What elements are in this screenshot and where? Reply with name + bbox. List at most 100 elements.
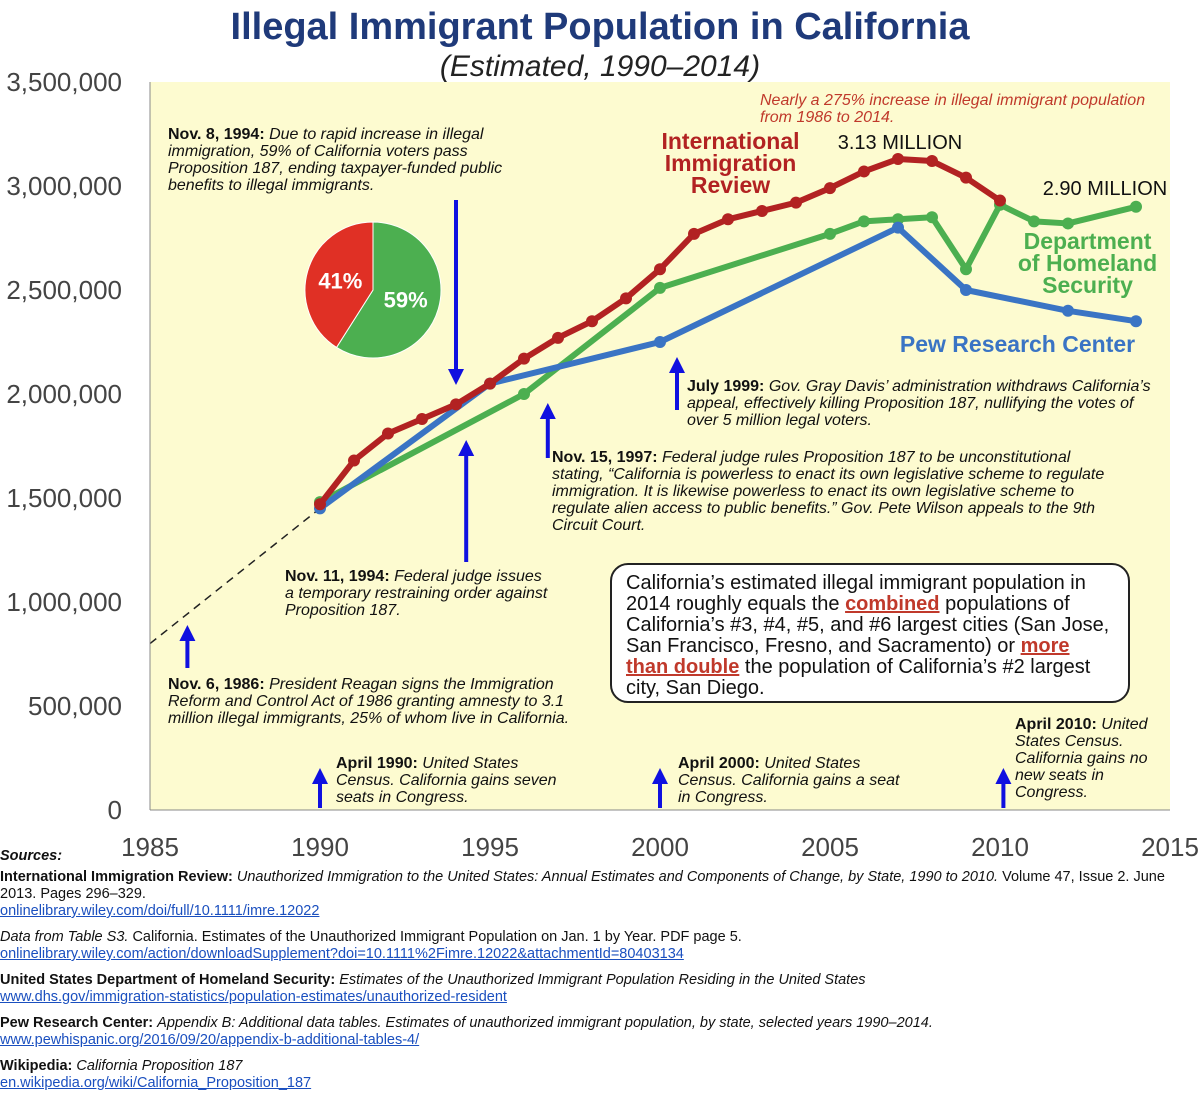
arrow-up <box>539 403 556 458</box>
callout-highlight-combined: combined <box>845 593 940 615</box>
value-label-dhs: 2.90 MILLION <box>1042 178 1168 200</box>
x-tick-label: 2010 <box>971 832 1029 860</box>
arrow-head <box>539 403 556 419</box>
arrow-head <box>669 357 685 373</box>
annotation-nov-1997: Nov. 15, 1997: Federal judge rules Propo… <box>552 449 1117 534</box>
x-tick-label: 2000 <box>631 832 689 860</box>
series-label-iir-line1: International <box>661 128 800 154</box>
annotation-nov-1994-tro: Nov. 11, 1994: Federal judge issues a te… <box>285 568 550 619</box>
annotation-apr-2000: April 2000: United States Census. Califo… <box>678 755 908 806</box>
series-label-dhs-line2: of Homeland <box>1017 250 1158 276</box>
data-point <box>858 165 870 178</box>
data-point <box>416 412 428 425</box>
source-link[interactable]: www.pewhispanic.org/2016/09/20/appendix-… <box>0 1032 420 1048</box>
series-label-dhs-line3: Security <box>1042 272 1133 298</box>
arrow-up <box>652 768 668 808</box>
data-point <box>892 152 904 165</box>
data-point <box>1062 304 1074 317</box>
series-label-dhs: Department of Homeland Security <box>1005 228 1170 298</box>
source-text: California. Estimates of the Unauthorize… <box>132 929 742 945</box>
data-point <box>1130 315 1142 328</box>
data-point <box>518 388 530 400</box>
source-item: Pew Research Center: Appendix B: Additio… <box>0 1015 1200 1049</box>
source-item: Data from Table S3. California. Estimate… <box>0 929 1200 963</box>
annotation-nov-1994-vote: Nov. 8, 1994: Due to rapid increase in i… <box>168 126 548 194</box>
arrow-up <box>458 440 475 562</box>
y-tick-label: 3,000,000 <box>6 171 122 201</box>
value-label-iir: 3.13 MILLION <box>837 132 963 154</box>
annotation-date: Nov. 6, 1986: <box>168 676 265 693</box>
annotation-text: Federal judge rules Proposition 187 to b… <box>552 449 1105 534</box>
arrow-up <box>669 357 685 410</box>
y-tick-label: 2,000,000 <box>6 379 122 409</box>
pie-chart: 59% 41% <box>304 221 442 359</box>
increase-note: Nearly a 275% increase in illegal immigr… <box>760 92 1146 126</box>
source-label: Wikipedia: <box>0 1058 73 1074</box>
data-point <box>858 215 870 228</box>
source-text: Estimates of the Unauthorized Immigrant … <box>339 972 866 988</box>
annotation-text: United States Census. California gains a… <box>678 755 900 806</box>
data-point <box>722 213 734 226</box>
annotation-date: Nov. 11, 1994: <box>285 568 390 585</box>
data-point <box>382 427 394 440</box>
annotation-date: April 1990: <box>336 755 418 772</box>
annotation-text: President Reagan signs the Immigration R… <box>168 676 570 727</box>
source-link[interactable]: www.dhs.gov/immigration-statistics/popul… <box>0 989 507 1005</box>
annotation-text: Due to rapid increase in illegal immigra… <box>168 126 503 194</box>
x-tick-label: 1990 <box>291 832 349 860</box>
series-label-pew: Pew Research Center <box>899 331 1136 357</box>
data-point <box>654 336 666 348</box>
x-tick-label: 2005 <box>801 832 859 860</box>
data-point <box>314 498 326 511</box>
series-label-iir-line3: Review <box>690 172 771 198</box>
source-link[interactable]: onlinelibrary.wiley.com/action/downloadS… <box>0 946 684 962</box>
source-label: Pew Research Center: <box>0 1015 154 1031</box>
arrow-head <box>312 768 328 784</box>
data-point <box>756 204 768 217</box>
source-link[interactable]: onlinelibrary.wiley.com/doi/full/10.1111… <box>0 903 320 919</box>
y-tick-label: 1,500,000 <box>6 483 122 513</box>
source-label: Data from Table S3. <box>0 929 129 945</box>
x-tick-label: 1985 <box>121 832 179 860</box>
data-point <box>654 263 666 276</box>
annotation-date: Nov. 8, 1994: <box>168 126 265 143</box>
annotation-text: United States Census. California gains s… <box>336 755 557 806</box>
pie-label: 41% <box>318 269 362 294</box>
data-point <box>960 171 972 184</box>
data-point <box>994 194 1006 207</box>
pie-slice-fail <box>304 221 374 349</box>
source-item: United States Department of Homeland Sec… <box>0 972 1200 1006</box>
arrow-head <box>458 440 475 456</box>
y-tick-label: 0 <box>108 795 122 825</box>
data-point <box>892 213 904 226</box>
data-point <box>450 398 462 411</box>
axis-layer: 0 500,000 1,000,000 1,500,000 2,000,000 2,500… <box>6 67 1199 860</box>
annotation-apr-1990: April 1990: United States Census. Califo… <box>336 755 561 806</box>
chart-title: Illegal Immigrant Population in Californ… <box>230 6 970 48</box>
callout-text-2: populations of California’s #3, #4, #5, … <box>626 593 1110 657</box>
series-label-dhs-line1: Department <box>1023 228 1152 254</box>
annotation-date: July 1999: <box>687 378 765 395</box>
chart-subtitle: (Estimated, 1990–2014) <box>439 50 761 83</box>
annotation-date: Nov. 15, 1997: <box>552 449 658 466</box>
x-tick-label: 2015 <box>1141 832 1199 860</box>
arrow-head <box>995 768 1012 784</box>
data-point <box>586 315 598 328</box>
arrow-head <box>652 768 668 784</box>
source-text: Appendix B: Additional data tables. Esti… <box>157 1015 933 1031</box>
series-label-iir: International Immigration Review <box>648 128 813 198</box>
data-point <box>484 377 496 390</box>
source-item: International Immigration Review: Unauth… <box>0 869 1200 920</box>
arrow-head <box>448 369 464 385</box>
annotation-apr-2010: April 2010: United States Census. Califo… <box>1015 716 1180 801</box>
series-layer <box>314 152 1142 515</box>
source-link[interactable]: en.wikipedia.org/wiki/California_Proposi… <box>0 1075 312 1091</box>
y-tick-label: 500,000 <box>28 691 122 721</box>
y-tick-label: 3,500,000 <box>6 67 122 97</box>
pie-label: 59% <box>384 287 428 312</box>
data-point <box>960 263 972 276</box>
arrow-layer <box>179 200 1012 808</box>
data-point <box>654 281 666 294</box>
sources-section: Sources: International Immigration Revie… <box>0 848 1200 1101</box>
data-point <box>824 227 836 240</box>
